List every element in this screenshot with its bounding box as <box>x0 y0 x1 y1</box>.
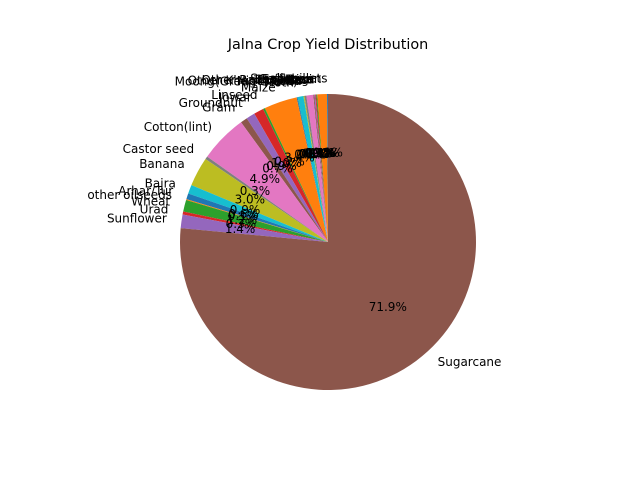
pie-slice-cotton-lint <box>207 122 328 242</box>
pie-slice-jowar <box>254 109 328 242</box>
slice-percent-jowar: 1.0% <box>271 156 302 170</box>
slice-percent-rice: 0.1% <box>305 146 336 160</box>
pie-slice-rice <box>314 94 328 242</box>
slice-percent-other-kharif-pulses: 0.2% <box>299 147 330 161</box>
slice-percent-moth: 0.1% <box>294 148 325 162</box>
slice-percent-other-oilseeds: 0.1% <box>228 209 259 223</box>
slice-label-sunflower: Sunflower <box>107 212 167 226</box>
slice-percent-banana: 3.0% <box>235 192 266 206</box>
slice-label-other-kharif-pulses: Other Kharif pulses <box>188 74 303 88</box>
slice-label-arhar-tur: Arhar/Tur <box>118 184 173 198</box>
slices-group <box>180 93 477 390</box>
slice-percent-groundnut: 0.9% <box>266 159 297 173</box>
slice-percent-safflower: 0.1% <box>306 146 337 160</box>
pie-slice-maize <box>264 97 328 243</box>
slice-percent-bajra: 0.9% <box>230 203 261 217</box>
pie-slice-sesamum <box>315 94 328 242</box>
pie-slice-niger-seed <box>303 95 328 243</box>
slice-label-urad: Urad <box>140 203 169 217</box>
pie-slice-other-rabi-pulses <box>306 94 328 243</box>
slice-label-ragi: Ragi <box>286 72 312 86</box>
slice-percent-cotton-lint: 4.9% <box>250 172 281 186</box>
slice-label-small-millets: Small millets <box>250 72 327 86</box>
slice-percent-gram: 0.7% <box>262 161 293 175</box>
pie-slice-banana <box>191 159 328 242</box>
slice-label-bajra: Bajra <box>145 177 176 191</box>
pie-slice-arhar-tur <box>186 193 328 242</box>
pie-slice-gram <box>241 118 328 242</box>
slice-label-sesamum: Sesamum <box>255 72 315 86</box>
pie-slice-soyabean <box>317 94 328 242</box>
pie-slice-small-millets <box>327 93 328 242</box>
slice-label-cotton-lint: Cotton(lint) <box>144 120 212 134</box>
pie-slice-castor-seed <box>205 156 328 242</box>
pie-slice-sunflower <box>180 214 328 242</box>
slice-label-groundnut: Groundnut <box>179 96 243 110</box>
slice-label-niger-seed: Niger seed <box>237 74 302 88</box>
slice-label-linseed: Linseed <box>211 88 257 102</box>
slice-percent-castor-seed: 0.3% <box>240 184 271 198</box>
pie-slice-bajra <box>188 185 328 242</box>
slice-percent-moong-green-gram: 0.6% <box>296 147 327 161</box>
slice-label-jowar: Jowar <box>218 91 252 105</box>
slice-percent-soyabean: 1.0% <box>309 146 340 160</box>
pie-slice-ragi <box>313 94 328 243</box>
slice-percent-maize: 3.4% <box>284 150 315 164</box>
slice-label-safflower: Safflower <box>259 72 315 86</box>
pie-slice-urad <box>182 211 328 242</box>
pie-slice-moong-green-gram <box>297 96 328 242</box>
slice-label-maize: Maize <box>241 80 276 94</box>
pie-slice-other-oilseeds <box>186 199 328 242</box>
slice-percent-sesamum: 0.1% <box>305 146 336 160</box>
slice-percent-ragi: 0.1% <box>304 146 335 160</box>
slice-percent-arhar-tur: 0.6% <box>228 207 259 221</box>
pie-slice-moth <box>296 97 328 242</box>
slice-label-sugarcane: Sugarcane <box>438 355 502 369</box>
slice-label-rice: Rice <box>288 72 314 86</box>
slice-label-banana: Banana <box>139 157 185 171</box>
slice-percent-other-rabi-pulses: 0.7% <box>302 146 333 160</box>
slice-percent-wheat: 1.2% <box>227 213 258 227</box>
slice-percent-sunflower: 1.4% <box>225 222 256 236</box>
slice-label-gram: Gram <box>202 101 235 115</box>
pie-slice-linseed <box>263 108 328 242</box>
slice-percent-niger-seed: 0.1% <box>298 147 329 161</box>
pie-slice-other-kharif-pulses <box>304 95 328 242</box>
slice-percent-small-millets: 0.1% <box>312 146 343 160</box>
pie-slice-groundnut <box>246 113 328 242</box>
pie-slice-safflower <box>316 94 328 243</box>
slice-percent-sugarcane: 71.9% <box>369 300 407 314</box>
pie-slice-wheat <box>183 200 328 242</box>
slice-percent-urad: 0.3% <box>226 217 257 231</box>
slice-label-soyabean: Soyabean <box>262 72 321 86</box>
slice-percent-linseed: 0.2% <box>274 154 305 168</box>
percent-labels-group: 0.1%1.0%0.1%0.1%0.1%0.1%0.7%0.2%0.1%0.6%… <box>225 146 407 314</box>
slice-label-castor-seed: Castor seed <box>123 142 194 156</box>
slice-label-wheat: Wheat <box>131 195 170 209</box>
slice-label-moong-green-gram: Moong(Green Gram) <box>175 75 298 89</box>
labels-group: Small milletsSoyabeanSafflowerSesamumRic… <box>87 72 501 369</box>
chart-title: Jalna Crop Yield Distribution <box>227 37 429 53</box>
pie-slice-sugarcane <box>180 94 477 390</box>
slice-label-other-oilseeds: other oilseeds <box>87 188 172 202</box>
slice-label-moth: Moth <box>264 75 294 89</box>
slice-label-other-rabi-pulses: Other Rabi pulses <box>201 73 308 87</box>
